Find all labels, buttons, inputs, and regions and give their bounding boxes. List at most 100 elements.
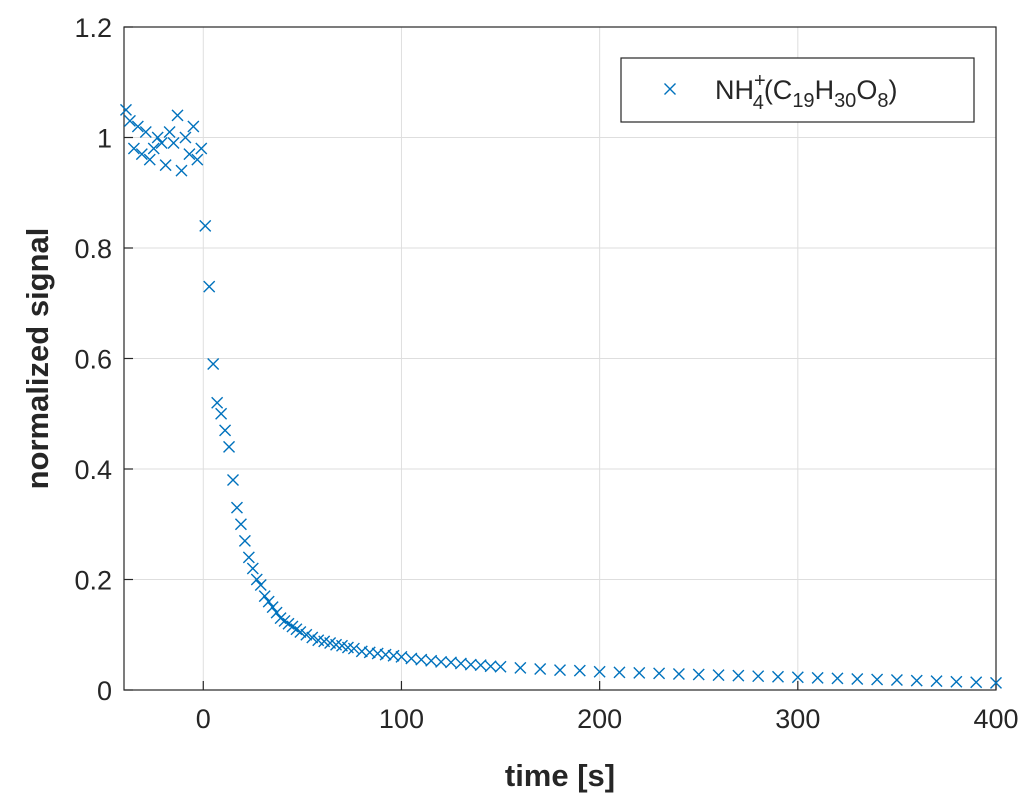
data-point <box>254 579 267 592</box>
data-point <box>633 666 646 679</box>
data-point <box>435 655 448 668</box>
data-point <box>191 153 204 166</box>
legend-sup-plus: + <box>754 70 766 92</box>
data-point <box>970 676 983 689</box>
data-point <box>484 660 497 673</box>
x-tick-label: 100 <box>379 704 424 734</box>
data-point <box>203 280 216 293</box>
legend-marker-x-icon <box>664 83 676 95</box>
data-point <box>119 103 132 116</box>
data-series-markers <box>119 103 1002 689</box>
data-point <box>230 501 243 514</box>
grid-lines <box>124 26 997 691</box>
data-point <box>851 672 864 685</box>
data-point <box>123 114 136 127</box>
data-point <box>143 153 156 166</box>
data-point <box>514 661 527 674</box>
data-point <box>246 562 259 575</box>
legend-open-c: (C <box>764 75 793 105</box>
data-point <box>183 148 196 161</box>
axis-ticks: 0 100 200 300 400 0 0.2 0.4 0.6 0.8 1 1.2 <box>74 13 1018 734</box>
data-point <box>554 664 566 677</box>
data-point <box>131 120 144 133</box>
data-point <box>250 573 263 586</box>
data-point <box>211 396 224 409</box>
data-point <box>534 663 547 675</box>
data-point <box>306 631 319 644</box>
data-point <box>294 625 307 638</box>
data-point <box>732 669 745 682</box>
data-point <box>159 159 172 172</box>
data-point <box>474 659 487 672</box>
data-point <box>167 137 180 150</box>
data-point <box>890 674 903 687</box>
x-tick-label: 300 <box>775 704 820 734</box>
data-point <box>653 667 666 680</box>
y-tick-label: 0.2 <box>74 566 112 596</box>
data-point <box>262 595 275 608</box>
data-point <box>950 675 963 688</box>
legend-nh: NH <box>715 75 754 105</box>
y-tick-label: 1.2 <box>74 13 112 43</box>
legend-close-paren: ) <box>888 75 897 105</box>
data-point <box>223 440 236 453</box>
data-point <box>163 125 176 138</box>
y-tick-label: 0.8 <box>74 234 112 264</box>
data-point <box>147 142 160 155</box>
legend-sub-8: 8 <box>877 90 888 112</box>
legend-sub-4: 4 <box>753 92 764 114</box>
data-point <box>155 137 168 150</box>
legend-o: O <box>856 75 877 105</box>
data-point <box>791 671 804 684</box>
data-point <box>266 601 279 614</box>
data-point <box>238 534 251 547</box>
data-point <box>425 654 438 667</box>
data-point <box>219 424 232 437</box>
data-point <box>672 667 685 680</box>
data-point <box>415 653 428 666</box>
x-axis-title: time [s] <box>505 758 615 793</box>
y-tick-label: 0.6 <box>74 345 112 375</box>
data-point <box>139 125 152 138</box>
data-point <box>831 672 844 685</box>
data-point <box>171 109 184 122</box>
data-point <box>405 652 418 665</box>
data-point <box>300 628 313 641</box>
data-point <box>199 219 212 232</box>
legend-sub-19: 19 <box>792 90 814 112</box>
y-tick-label: 0 <box>97 676 112 706</box>
data-point <box>613 666 626 679</box>
data-point <box>127 142 140 155</box>
legend: NH+ 4(C19H30O8) <box>620 57 975 123</box>
data-point <box>712 669 725 682</box>
data-point <box>910 674 923 687</box>
data-point <box>395 650 408 663</box>
data-point <box>752 670 765 683</box>
x-tick-label: 400 <box>973 704 1018 734</box>
data-point <box>227 474 239 487</box>
legend-h: H <box>815 75 835 105</box>
x-tick-label: 0 <box>196 704 211 734</box>
x-tick-label: 200 <box>577 704 622 734</box>
data-point <box>454 657 467 670</box>
y-tick-label: 1 <box>97 124 112 154</box>
data-point <box>187 120 200 133</box>
legend-sub-30: 30 <box>834 90 856 112</box>
data-point <box>347 642 360 655</box>
data-point <box>135 148 148 161</box>
data-point <box>593 665 606 678</box>
data-point <box>175 164 188 177</box>
data-point <box>772 670 784 683</box>
data-point <box>242 551 255 564</box>
data-point <box>234 518 247 531</box>
data-point <box>445 656 457 669</box>
legend-box <box>620 57 975 123</box>
data-point <box>179 131 192 144</box>
y-axis-title: normalized signal <box>20 228 55 490</box>
y-tick-label: 0.4 <box>74 455 112 485</box>
data-point <box>151 131 164 144</box>
data-point <box>811 671 824 684</box>
data-point <box>990 676 1002 689</box>
legend-entry-label: NH+ 4(C19H30O8) <box>715 70 897 114</box>
